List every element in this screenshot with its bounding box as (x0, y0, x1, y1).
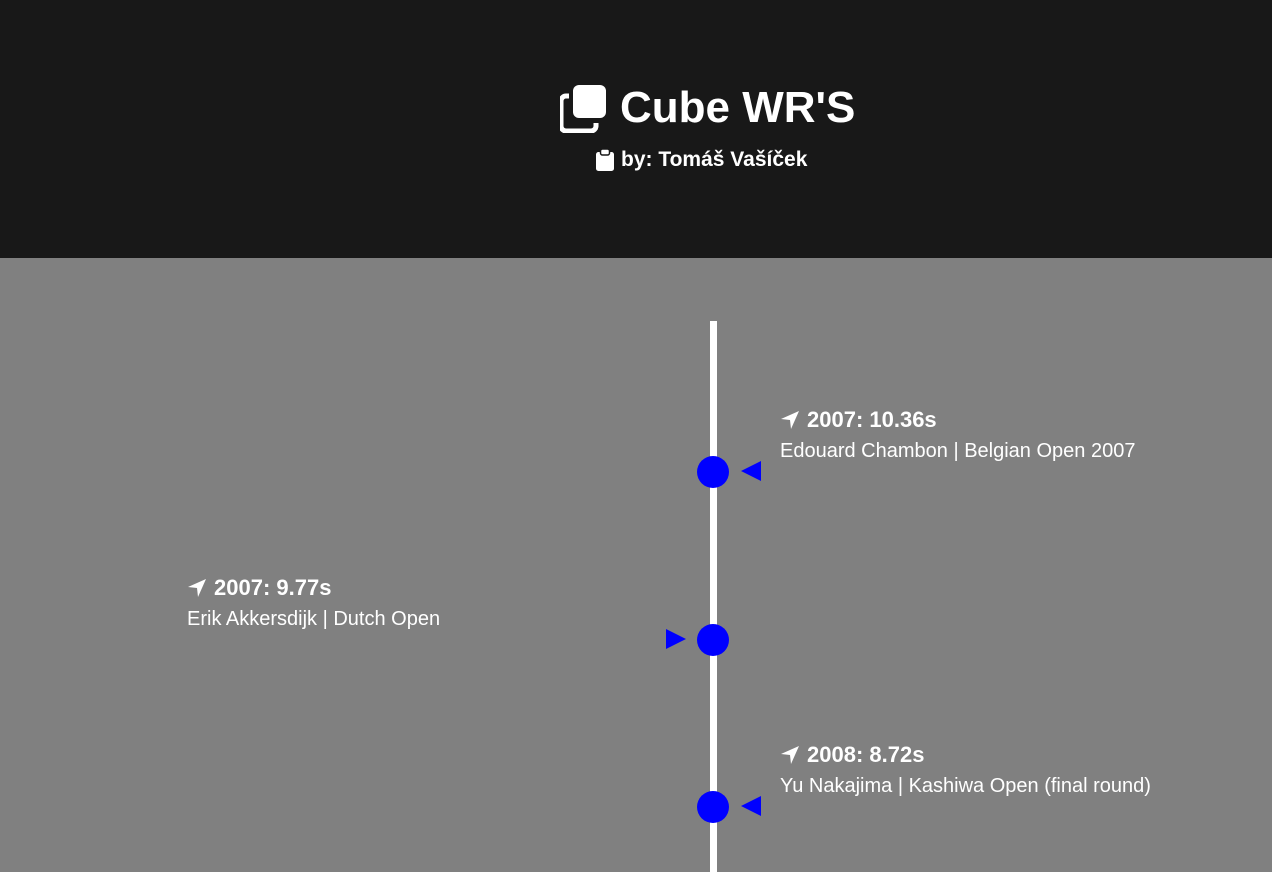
entry-title: 2007: 9.77s (187, 574, 440, 602)
timeline-pointer (741, 461, 761, 481)
page-header: Cube WR'S by: Tomáš Vašíček (0, 0, 1272, 258)
timeline-marker (697, 624, 729, 656)
timeline-entry: 2008: 8.72s Yu Nakajima | Kashiwa Open (… (780, 741, 1151, 798)
timeline-marker (697, 791, 729, 823)
entry-description: Edouard Chambon | Belgian Open 2007 (780, 440, 1136, 462)
clone-icon (558, 83, 608, 134)
timeline-section (0, 258, 1272, 872)
title-text: Cube WR'S (620, 83, 856, 132)
entry-title-text: 2008: 8.72s (807, 742, 925, 767)
timeline-entry: 2007: 10.36s Edouard Chambon | Belgian O… (780, 406, 1135, 463)
entry-description: Erik Akkersdijk | Dutch Open (187, 608, 441, 630)
timeline-line (710, 321, 717, 872)
entry-title: 2008: 8.72s (780, 741, 1151, 769)
entry-title: 2007: 10.36s (780, 406, 1135, 434)
author-byline: by: Tomáš Vašíček (596, 146, 807, 174)
location-arrow-icon (187, 578, 207, 598)
byline-text: by: Tomáš Vašíček (621, 148, 808, 171)
timeline-marker (697, 456, 729, 488)
timeline-entry: 2007: 9.77s Erik Akkersdijk | Dutch Open (187, 574, 440, 631)
clipboard-icon (596, 148, 614, 171)
entry-title-text: 2007: 10.36s (807, 407, 937, 432)
timeline-pointer (666, 629, 686, 649)
location-arrow-icon (780, 410, 800, 430)
location-arrow-icon (780, 745, 800, 765)
page-title: Cube WR'S (558, 80, 856, 136)
entry-title-text: 2007: 9.77s (214, 575, 332, 600)
entry-description: Yu Nakajima | Kashiwa Open (final round) (780, 775, 1151, 797)
timeline-pointer (741, 796, 761, 816)
